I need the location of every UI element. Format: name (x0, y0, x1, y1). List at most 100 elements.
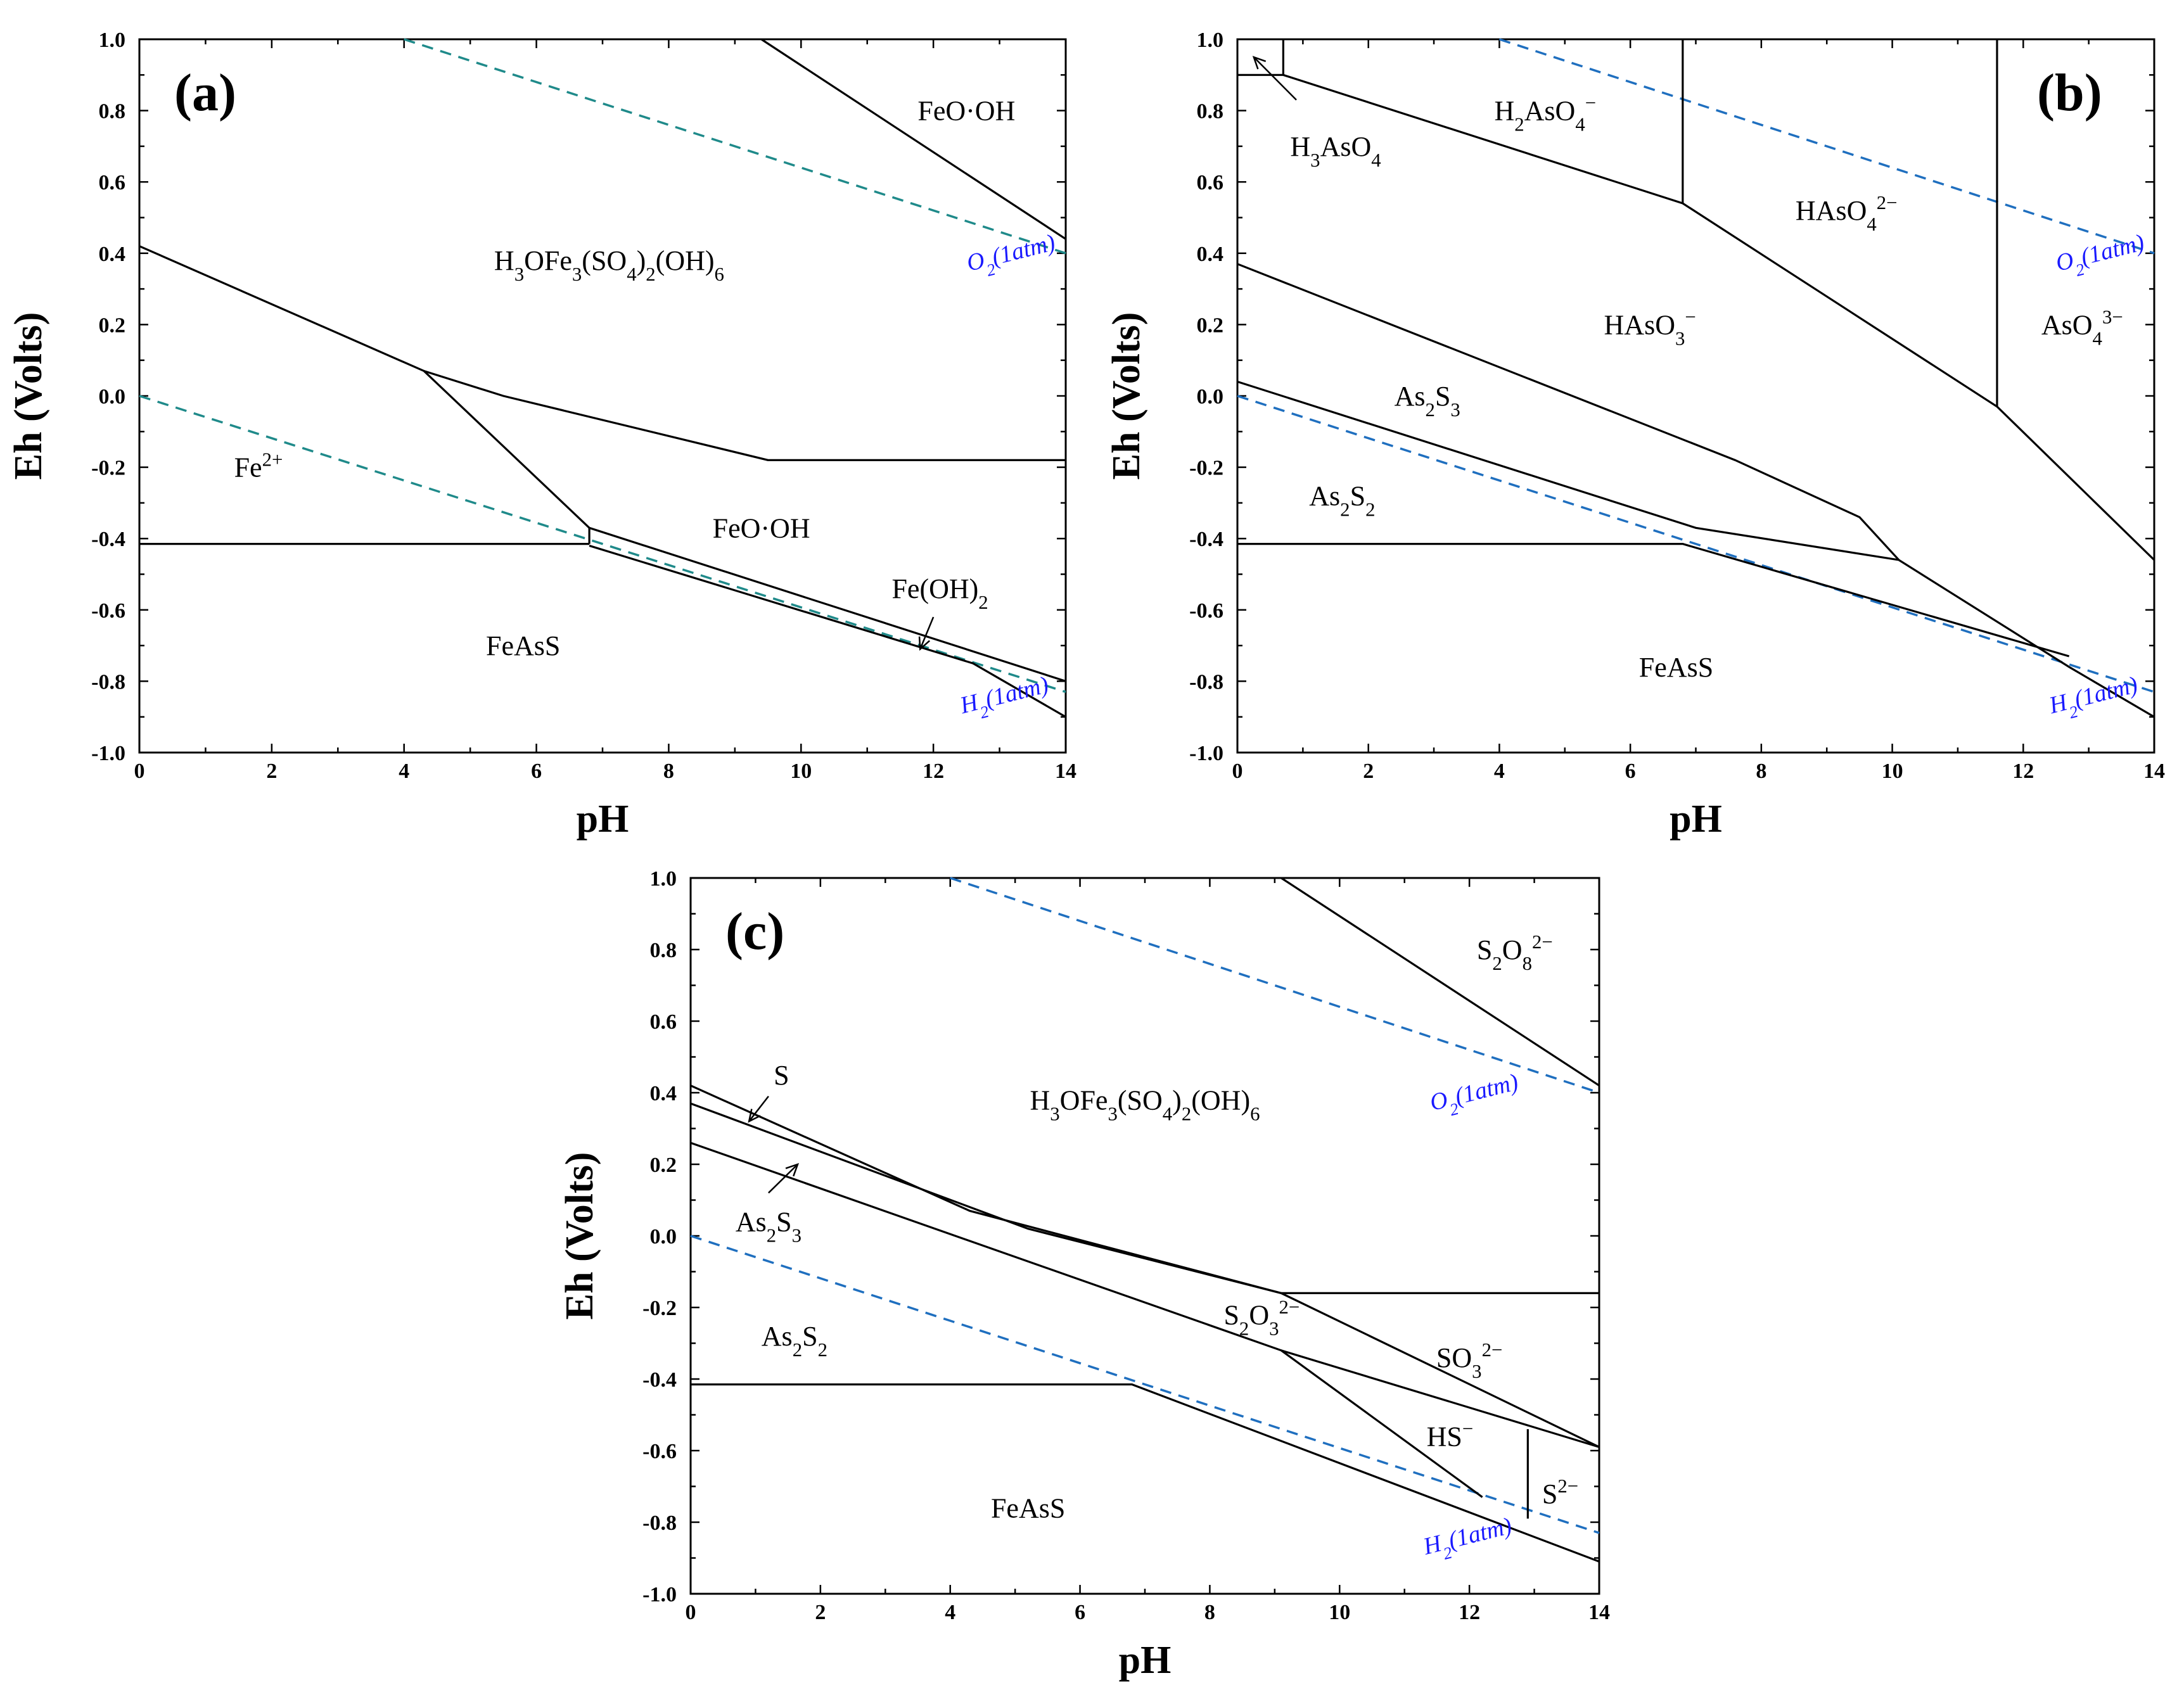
phase-boundary-line (690, 1102, 1600, 1448)
y-tick-label: 0.2 (99, 314, 126, 337)
y-tick-label: -0.6 (1189, 599, 1223, 623)
region-label: H3OFe3(SO4)2(OH)6 (494, 245, 724, 285)
phase-boundary-line (1237, 263, 1900, 561)
phase-boundary-line (690, 1084, 1599, 1295)
y-tick-label: -0.4 (91, 528, 125, 551)
phase-boundary-line (1282, 73, 2155, 561)
chart-panel-b: 0 2 4 6 8 10 12 14 -1.0 -0.8 -0.6 -0.4 -0.2 0.0 0.2 0.4… (1105, 29, 2165, 841)
panel-letter: (c) (725, 902, 784, 961)
region-label: H2AsO4− (1494, 92, 1596, 136)
phase-boundary-line (589, 544, 1066, 718)
y-tick-label: -1.0 (1189, 742, 1223, 765)
x-tick-label: 2 (266, 760, 277, 783)
region-label: HS− (1427, 1418, 1474, 1452)
x-tick-label: 6 (531, 760, 542, 783)
region-label: As2S2 (762, 1321, 827, 1361)
x-tick-label: 4 (1494, 760, 1505, 783)
y-axis-title: Eh (Volts) (1105, 312, 1148, 480)
panel-letter: (a) (174, 63, 236, 122)
label-arrow-head (748, 1109, 761, 1123)
region-label: AsO43− (2041, 306, 2123, 349)
phase-boundary-line (1280, 1349, 1600, 1448)
x-tick-label: 0 (134, 760, 145, 783)
x-tick-label: 10 (1329, 1601, 1350, 1624)
water-stability-dashed-line (950, 877, 1600, 1094)
y-tick-label: 0.4 (1197, 243, 1224, 266)
gas-line-label: H2(1atm) (2046, 671, 2142, 727)
y-axis-title: Eh (Volts) (558, 1152, 601, 1320)
y-tick-label: -0.2 (91, 457, 125, 480)
gas-line-label: O2(1atm) (2053, 229, 2149, 284)
y-tick-label: 0.6 (99, 171, 126, 194)
y-tick-label: 0.8 (1197, 100, 1224, 124)
label-arrow (748, 1095, 769, 1122)
y-tick-label: -0.4 (642, 1368, 677, 1392)
region-label: FeAsS (486, 630, 560, 661)
x-tick-label: 2 (1363, 760, 1374, 783)
y-tick-label: 1.0 (99, 29, 126, 52)
water-stability-dashed-line (1498, 38, 2155, 255)
y-tick-label: -0.2 (642, 1297, 677, 1320)
y-tick-label: -0.6 (91, 599, 125, 623)
y-tick-label: 0.2 (1197, 314, 1224, 337)
gas-line-label: H2(1atm) (1420, 1513, 1516, 1568)
region-label: As2S3 (1395, 381, 1460, 421)
region-label: FeO·OH (917, 96, 1015, 127)
x-tick-label: 4 (399, 760, 409, 783)
water-stability-dashed-line (139, 395, 1066, 693)
label-arrow (919, 616, 935, 650)
region-label: HAsO42− (1796, 192, 1898, 235)
region-label: S2− (1542, 1475, 1578, 1510)
x-tick-label: 12 (923, 760, 944, 783)
region-label: S2O82− (1477, 931, 1553, 974)
y-tick-label: 0.4 (99, 243, 126, 266)
x-axis-title: pH (1119, 1639, 1172, 1682)
x-tick-label: 0 (686, 1601, 696, 1624)
region-label: FeAsS (991, 1492, 1065, 1523)
y-tick-label: 0.8 (99, 100, 126, 124)
region-label: HAsO3− (1604, 306, 1696, 349)
region-label: As2S2 (1309, 481, 1375, 521)
x-axis-title: pH (577, 798, 629, 841)
x-tick-label: 6 (1625, 760, 1636, 783)
phase-boundary-line (1280, 877, 1600, 1087)
y-tick-label: -0.8 (1189, 670, 1223, 694)
region-label: Fe2+ (234, 449, 283, 483)
x-tick-label: 2 (815, 1601, 826, 1624)
y-tick-label: 0.0 (1197, 385, 1224, 409)
region-label: SO32− (1436, 1339, 1502, 1382)
water-stability-dashed-line (404, 38, 1066, 255)
x-tick-label: 4 (945, 1601, 955, 1624)
y-tick-label: 1.0 (650, 867, 677, 891)
chart-panel-a: 0 2 4 6 8 10 12 14 -1.0 -0.8 -0.6 -0.4 -0.2 0.0 0.2 0.4… (7, 29, 1076, 841)
water-stability-dashed-line (690, 1235, 1600, 1534)
y-tick-label: -0.4 (1189, 528, 1223, 551)
y-tick-label: -1.0 (91, 742, 125, 765)
panel-letter: (b) (2037, 63, 2102, 122)
x-tick-label: 10 (1882, 760, 1903, 783)
x-tick-label: 14 (1055, 760, 1076, 783)
phase-boundary-line (691, 1383, 1600, 1563)
label-arrow-head (785, 1162, 800, 1177)
chart-panel-c: 0 2 4 6 8 10 12 14 -1.0 -0.8 -0.6 -0.4 -0.2 0.0 0.2 0.4… (558, 867, 1610, 1682)
phase-boundary-line (690, 1141, 1483, 1498)
y-tick-label: 0.8 (650, 939, 677, 962)
x-tick-label: 8 (663, 760, 674, 783)
x-tick-label: 14 (2143, 760, 2165, 783)
x-tick-label: 8 (1204, 1601, 1215, 1624)
y-tick-label: 1.0 (1197, 29, 1224, 52)
region-label: H3AsO4 (1290, 131, 1381, 171)
label-arrow-head (918, 636, 930, 651)
gas-line-label: O2(1atm) (964, 229, 1060, 284)
phase-boundary-line (423, 370, 1066, 461)
x-tick-label: 6 (1075, 1601, 1085, 1624)
x-tick-label: 8 (1756, 760, 1766, 783)
phase-boundary-line (139, 245, 591, 529)
label-arrow-head (1252, 56, 1267, 70)
label-arrow (768, 1164, 798, 1194)
y-tick-label: 0.6 (650, 1010, 677, 1034)
plot-frame (138, 38, 1067, 754)
gas-line-label: H2(1atm) (957, 671, 1053, 727)
x-tick-label: 10 (790, 760, 812, 783)
